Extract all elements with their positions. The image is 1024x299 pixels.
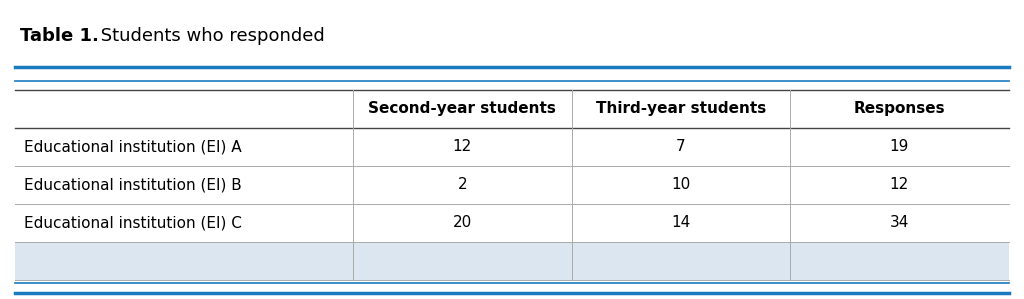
Text: 34: 34 [452,253,473,268]
Text: Educational institution (EI) C: Educational institution (EI) C [24,215,242,230]
Text: 12: 12 [890,177,909,192]
Text: 12: 12 [453,139,472,154]
Text: 34: 34 [890,215,909,230]
Text: Second-year students: Second-year students [369,101,556,116]
Text: 7: 7 [676,139,686,154]
Text: 65: 65 [889,253,910,268]
Text: 14: 14 [672,215,690,230]
Text: 10: 10 [672,177,690,192]
Text: Educational institution (EI) B: Educational institution (EI) B [24,177,242,192]
Text: 2: 2 [458,177,467,192]
Text: 31: 31 [671,253,691,268]
Text: 20: 20 [453,215,472,230]
Text: Table 1.: Table 1. [20,27,99,45]
Text: Total: Total [24,253,66,268]
Text: 19: 19 [890,139,909,154]
Text: Third-year students: Third-year students [596,101,766,116]
Text: Responses: Responses [854,101,945,116]
Text: Educational institution (EI) A: Educational institution (EI) A [24,139,242,154]
Text: Students who responded: Students who responded [95,27,325,45]
